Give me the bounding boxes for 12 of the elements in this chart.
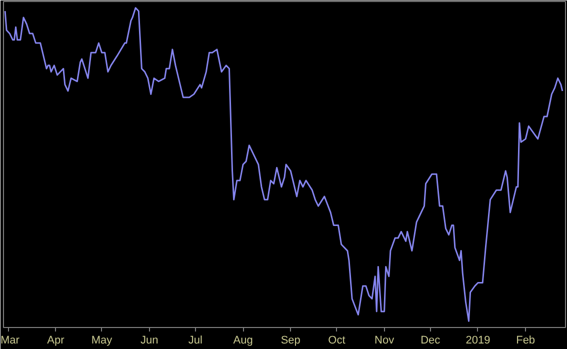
x-tick-label: Feb bbox=[516, 334, 536, 346]
x-tick-label: Dec bbox=[420, 334, 441, 346]
x-tick-label: Sep bbox=[280, 334, 300, 346]
x-tick-label: Jun bbox=[140, 334, 158, 346]
x-tick-label: Mar bbox=[0, 334, 20, 346]
x-tick-label: 2019 bbox=[466, 334, 490, 346]
x-tick-label: May bbox=[91, 334, 113, 346]
x-tick-label: Apr bbox=[47, 334, 65, 346]
x-tick-label: Nov bbox=[374, 334, 395, 346]
x-tick-label: Jul bbox=[188, 334, 202, 346]
x-tick-label: Oct bbox=[328, 334, 346, 346]
x-tick-label: Aug bbox=[233, 334, 253, 346]
